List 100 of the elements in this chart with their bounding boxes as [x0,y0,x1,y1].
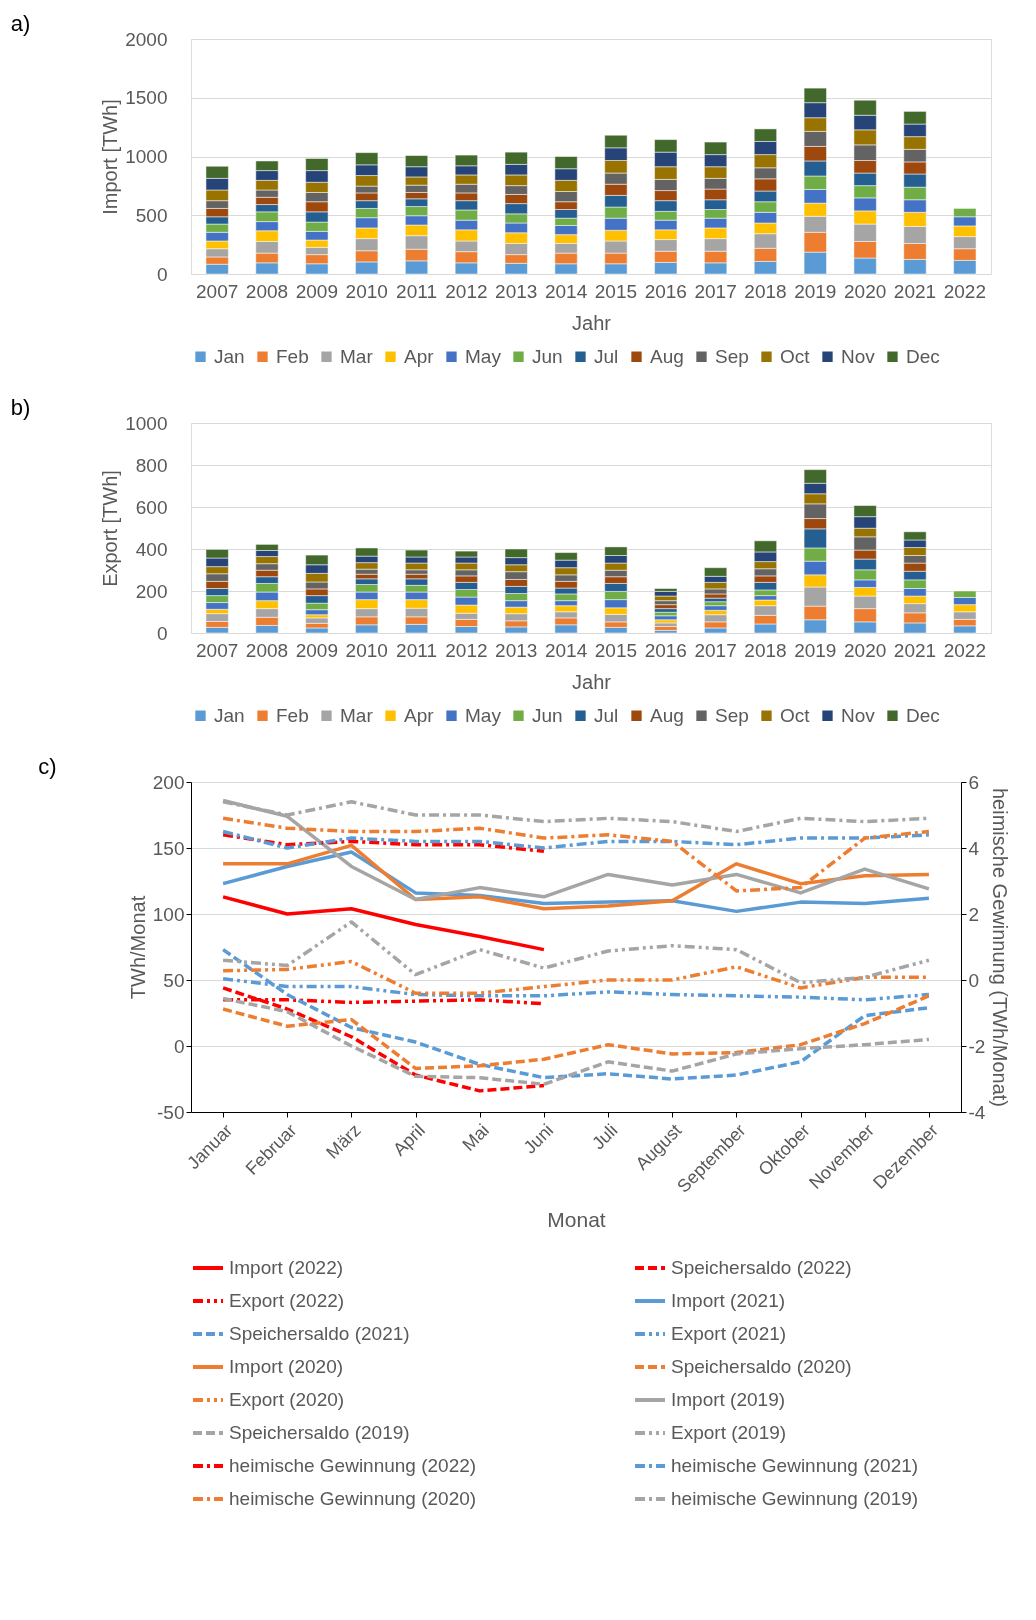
x-tick-label: 2014 [544,639,588,661]
legend-label: Oct [780,345,811,367]
chart-title: c) [38,754,57,779]
y-tick-label: 0 [156,622,168,644]
x-tick-label: 2021 [893,280,937,302]
x-tick-label: 2016 [644,639,687,661]
chart-title: a) [10,11,31,36]
x-tick-label: 2013 [495,280,538,302]
legend-label: Oct [780,704,811,726]
y-tick-label: 600 [135,496,168,518]
x-tick-label: 2019 [794,280,837,302]
legend-label: May [465,345,502,367]
y-tick-label: 150 [152,837,185,859]
x-tick-label: 2018 [744,639,787,661]
x-tick-label: Mai [458,1120,493,1155]
x-tick-label: 2012 [445,280,488,302]
y-tick-label: 1500 [125,87,168,109]
legend-label: Speichersaldo (2021) [229,1323,410,1344]
legend-label: Speichersaldo (2022) [671,1257,852,1278]
x-tick-label: 2007 [196,280,239,302]
y-axis-title: Export [TWh] [99,470,122,587]
y-tick-label: 200 [152,771,185,793]
x-tick-label: 2022 [943,280,986,302]
y-tick-label: 0 [156,263,168,285]
legend-label: Feb [276,704,309,726]
legend-label: Speichersaldo (2020) [671,1356,852,1377]
chart-title: b) [10,395,31,420]
legend-label: Jun [532,704,563,726]
legend-label: Mar [340,704,374,726]
bar [704,605,728,611]
y-tick-label: 1000 [125,412,168,434]
legend-label: Feb [276,345,309,367]
x-tick-label: 2020 [844,639,887,661]
y-tick-label: 500 [135,204,168,226]
legend-label: Import (2022) [229,1257,344,1278]
legend-label: Import (2019) [671,1389,786,1410]
legend-label: Apr [404,704,435,726]
bar [704,627,728,634]
x-tick-label: 2009 [295,280,338,302]
y-tick-label: 1000 [125,146,168,167]
line-series [221,920,931,985]
x-tick-label: 2019 [794,639,837,661]
legend-label: Speichersaldo (2019) [229,1422,410,1443]
legend-label: heimische Gewinnung (2019) [671,1488,919,1509]
line-series [221,986,546,1093]
x-tick-label: 2008 [245,280,289,302]
legend-label: Jan [214,704,245,726]
legend-label: Dec [906,704,940,726]
x-tick-label: 2011 [396,639,437,661]
x-tick-label: 2018 [744,280,787,302]
y2-tick-label: 0 [968,969,980,991]
y-tick-label: 800 [135,454,168,476]
y-tick-label: 50 [163,969,185,991]
x-tick-label: 2017 [694,639,737,661]
y-tick-label: 100 [152,903,185,925]
legend-label: Jul [594,704,619,726]
legend-label: Export (2022) [229,1290,345,1311]
y-tick-label: 0 [173,1035,185,1057]
line-series [221,994,931,1071]
bar [654,630,678,634]
y2-tick-label: -2 [968,1035,986,1057]
legend-label: heimische Gewinnung (2022) [229,1455,477,1476]
bar [305,627,329,634]
x-tick-label: 2015 [594,639,638,661]
legend-label: Export (2019) [671,1422,787,1443]
x-tick-label: Juli [588,1120,622,1154]
x-tick-label: 2014 [544,280,588,302]
legend-label: Aug [650,704,684,726]
y2-axis-title: heimische Gewinnung (TWh/Monat) [989,787,1012,1108]
bar [654,608,678,613]
x-tick-label: 2020 [844,280,887,302]
legend-label: Jul [594,345,619,367]
legend-label: Dec [906,345,940,367]
legend-label: Jun [532,345,563,367]
x-tick-label: 2016 [644,280,687,302]
y2-tick-label: 6 [968,771,980,793]
x-axis-title: Jahr [572,311,612,334]
line-series [221,895,546,952]
legend-label: Sep [715,345,749,367]
bar [654,591,678,597]
legend-label: Export (2020) [229,1389,345,1410]
legend-label: Apr [404,345,435,367]
y2-tick-label: 2 [968,903,980,925]
legend-label: heimische Gewinnung (2021) [671,1455,919,1476]
bar [654,615,678,621]
bar [654,626,678,631]
line-series [221,996,931,1087]
x-tick-label: 2009 [295,639,338,661]
line-series [221,833,546,854]
legend-label: heimische Gewinnung (2020) [229,1488,477,1509]
y-tick-label: 2000 [125,28,168,50]
x-tick-label: 2011 [396,280,437,302]
legend-label: Export (2021) [671,1323,787,1344]
x-tick-label: 2015 [594,280,638,302]
legend-label: Aug [650,345,684,367]
y-tick-label: -50 [157,1101,185,1123]
bar [604,627,628,634]
x-tick-label: 2022 [943,639,986,661]
legend-label: May [465,704,502,726]
legend-label: Jan [214,345,245,367]
